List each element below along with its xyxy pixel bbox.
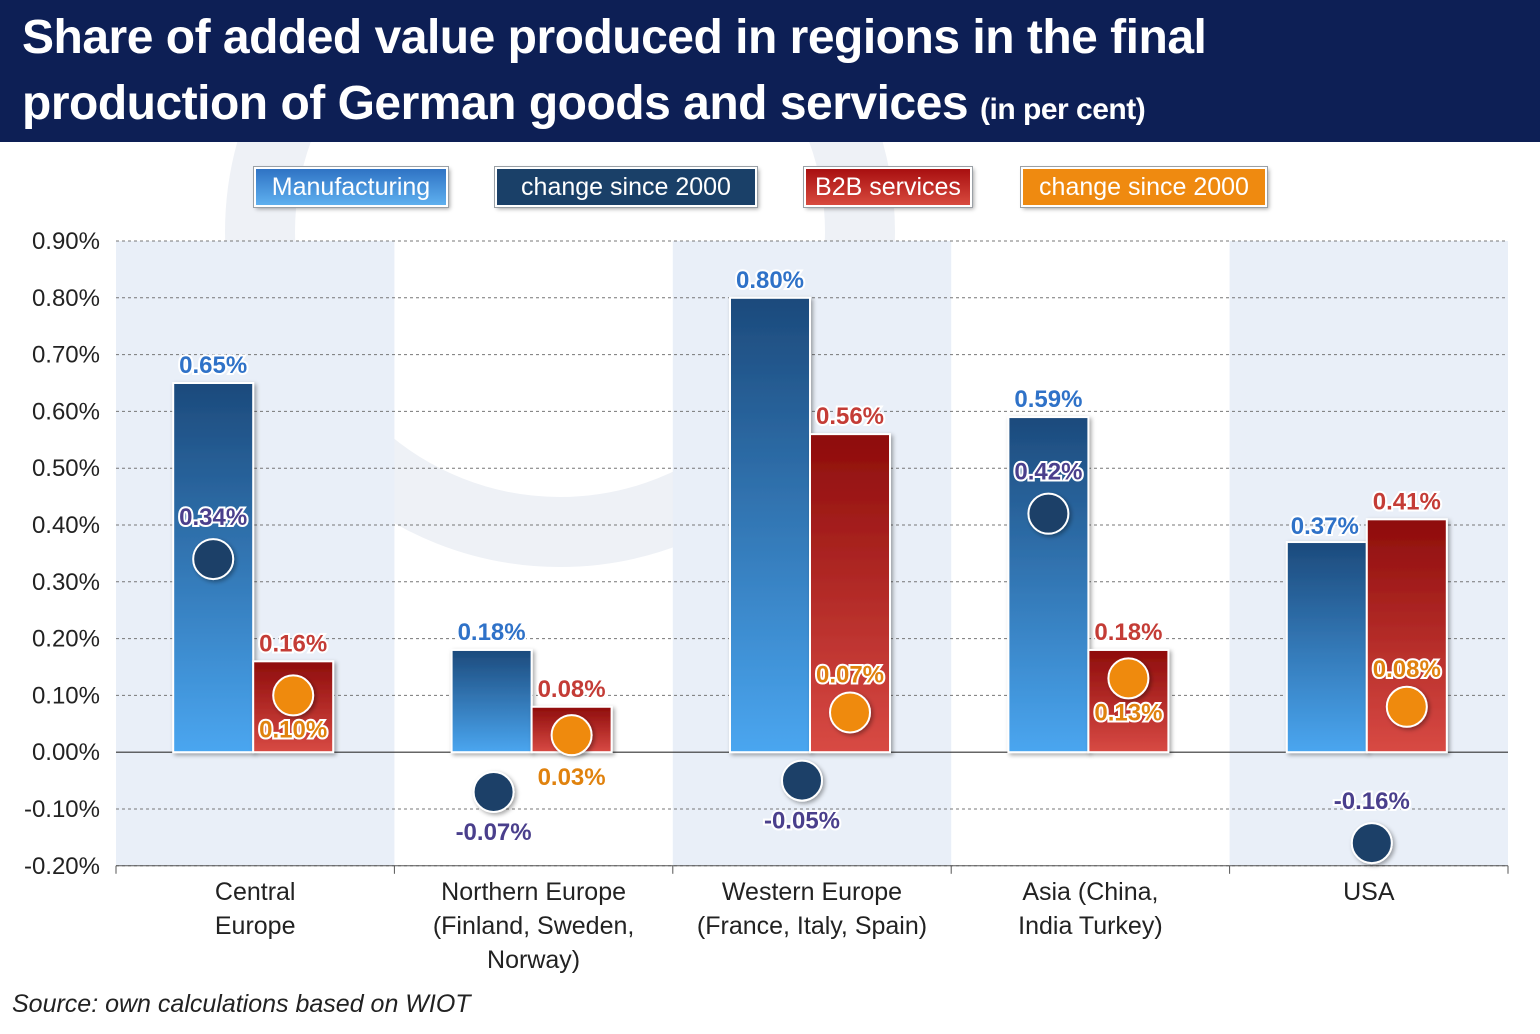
legend-b2b-services: B2B services [804, 167, 972, 207]
category-label: (Finland, Sweden, [433, 912, 635, 940]
category-label: Norway) [487, 946, 580, 974]
data-label-manufacturing: 0.37% [1291, 513, 1359, 540]
category-label: Asia (China, [1022, 878, 1158, 906]
legend-manufacturing: Manufacturing [254, 167, 448, 207]
source-note: Source: own calculations based on WIOT [12, 990, 471, 1018]
category-label: Central [215, 878, 296, 906]
data-label-manufacturing-change: 0.34% [179, 504, 247, 531]
category-label: Europe [215, 912, 296, 940]
y-tick-label: 0.90% [32, 228, 100, 255]
title-band: Share of added value produced in regions… [0, 0, 1540, 142]
bar-manufacturing [729, 296, 811, 754]
y-tick-label: 0.00% [32, 739, 100, 766]
data-label-b2b-services: 0.56% [816, 403, 884, 430]
y-tick-label: 0.80% [32, 285, 100, 312]
category-label: (France, Italy, Spain) [697, 912, 927, 940]
marker-b2b-change [1107, 657, 1150, 700]
bar-chart: 0.90% 0.80% 0.70% 0.60% 0.50% 0.40% 0.30% 0.20%… [24, 142, 1509, 974]
data-label-manufacturing: 0.65% [179, 352, 247, 379]
chart-title-unit: (in per cent) [980, 93, 1146, 126]
data-label-b2b-change: 0.08% [1373, 656, 1441, 683]
y-tick-label: 0.20% [32, 626, 100, 653]
marker-b2b-change [550, 714, 593, 757]
legend-b2b-change: change since 2000 [1021, 167, 1267, 207]
y-tick-label: 0.60% [32, 398, 100, 425]
data-label-manufacturing-change: -0.16% [1334, 788, 1410, 815]
y-tick-label: 0.70% [32, 342, 100, 369]
y-tick-label: 0.30% [32, 569, 100, 596]
chart-title-line-2: production of German goods and services (… [22, 76, 1146, 131]
marker-b2b-change [829, 691, 871, 734]
marker-manufacturing-change [192, 538, 235, 581]
data-label-manufacturing: 0.59% [1014, 386, 1082, 413]
data-label-b2b-services: 0.41% [1373, 488, 1441, 515]
data-label-manufacturing: 0.80% [736, 267, 804, 294]
data-label-b2b-change: 0.10% [259, 716, 327, 743]
marker-manufacturing-change [472, 770, 515, 813]
background-band [116, 241, 395, 866]
data-label-manufacturing-change: -0.05% [764, 808, 840, 835]
data-label-b2b-change: 0.13% [1094, 699, 1162, 726]
y-tick-label: 0.50% [32, 455, 100, 482]
y-tick-label: -0.20% [24, 853, 100, 880]
data-label-b2b-change: 0.07% [816, 661, 884, 688]
chart-title-text: production of German goods and services [22, 77, 969, 130]
data-label-b2b-services: 0.18% [1094, 619, 1162, 646]
watermark-arc [225, 142, 895, 567]
data-label-b2b-services: 0.08% [538, 676, 606, 703]
category-label: Western Europe [722, 878, 902, 906]
marker-b2b-change [272, 674, 315, 717]
marker-manufacturing-change [1027, 492, 1070, 535]
chart-title-line-1: Share of added value produced in regions… [22, 11, 1207, 64]
category-label: USA [1343, 878, 1395, 906]
data-label-b2b-change: 0.03% [538, 764, 606, 791]
data-label-manufacturing-change: -0.07% [456, 819, 532, 846]
y-tick-label: 0.40% [32, 512, 100, 539]
bar-manufacturing [1285, 541, 1368, 754]
bar-manufacturing [1007, 416, 1090, 754]
data-label-manufacturing-change: 0.42% [1014, 459, 1082, 486]
marker-b2b-change [1385, 685, 1428, 728]
data-label-manufacturing: 0.18% [458, 619, 526, 646]
legend-manufacturing-change: change since 2000 [495, 167, 757, 207]
category-label: India Turkey) [1018, 912, 1163, 940]
y-tick-label: -0.10% [24, 796, 100, 823]
marker-manufacturing-change [781, 759, 823, 802]
category-label: Northern Europe [441, 878, 626, 906]
data-label-b2b-services: 0.16% [259, 630, 327, 657]
marker-manufacturing-change [1350, 822, 1393, 865]
bar-manufacturing [450, 648, 533, 754]
y-tick-label: 0.10% [32, 682, 100, 709]
